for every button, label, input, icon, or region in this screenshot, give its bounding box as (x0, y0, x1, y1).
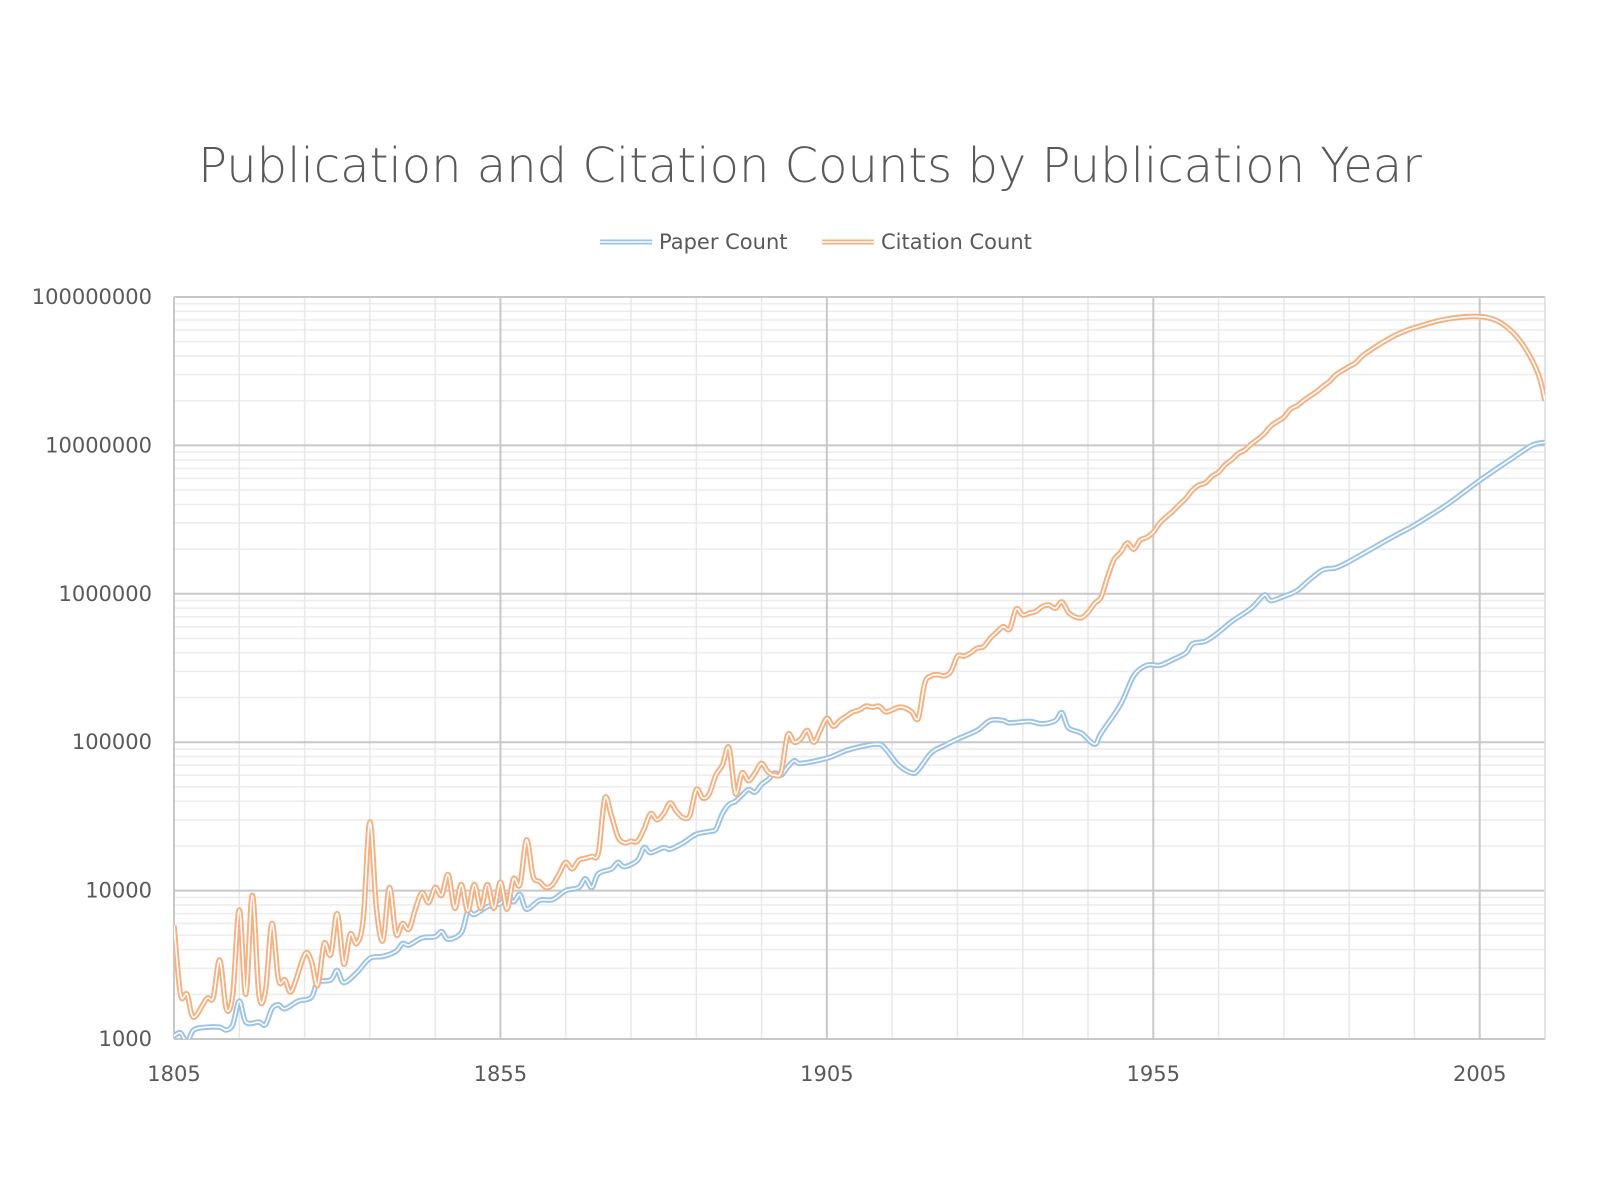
x-tick-label: 1805 (147, 1062, 200, 1086)
legend-label-citation-count: Citation Count (881, 230, 1032, 254)
series-citation-count (174, 313, 1545, 1021)
x-tick-label: 1905 (800, 1062, 853, 1086)
line-inner-paper-count (174, 441, 1545, 1039)
y-tick-label: 10000 (85, 879, 152, 903)
line-inner-citation-count (174, 315, 1545, 1019)
line-citation-count (174, 313, 1545, 1021)
y-tick-label: 10000000 (45, 433, 152, 457)
x-tick-label: 1855 (474, 1062, 527, 1086)
legend-item-paper-count[interactable]: Paper Count (600, 230, 788, 254)
series-paper-count (174, 439, 1545, 1039)
legend-item-citation-count[interactable]: Citation Count (822, 230, 1032, 254)
x-tick-label: 1955 (1127, 1062, 1180, 1086)
series-lines (174, 313, 1545, 1039)
y-tick-label: 1000000 (58, 582, 152, 606)
y-tick-label: 100000 (72, 730, 152, 754)
y-tick-label: 1000 (99, 1027, 152, 1051)
legend: Paper Count Citation Count (600, 230, 1032, 254)
axes: 1000 10000 100000 1000000 10000000 100000000 1… (32, 285, 1546, 1086)
chart-title: Publication and Citation Counts by Publi… (198, 138, 1422, 194)
x-tick-label: 2005 (1453, 1062, 1506, 1086)
legend-label-paper-count: Paper Count (659, 230, 788, 254)
y-tick-label: 100000000 (32, 285, 152, 309)
